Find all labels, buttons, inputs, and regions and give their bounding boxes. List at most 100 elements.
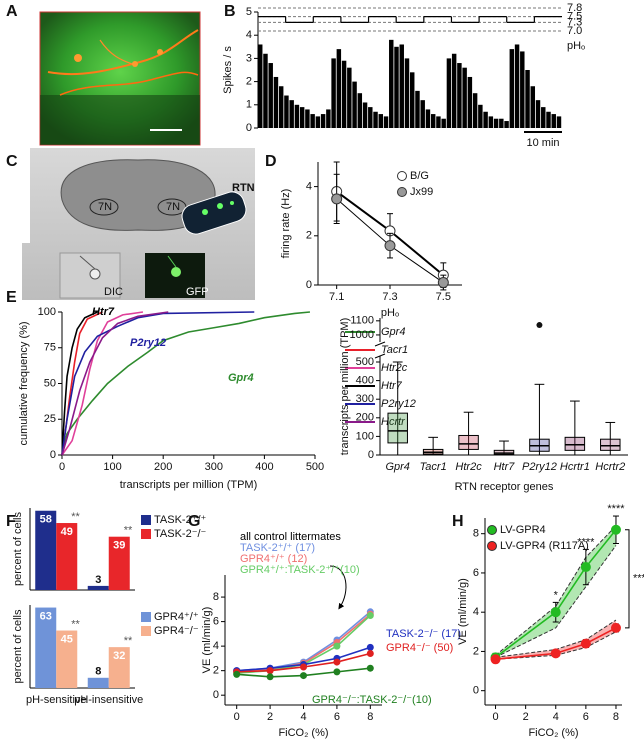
y-axis-label: VE (ml/min/g): [201, 607, 213, 674]
x-tick-label: pH-sensitive: [26, 694, 87, 706]
bar: [383, 116, 389, 128]
bar: [488, 116, 494, 128]
bar-value-label: 8: [95, 666, 101, 678]
x-tick-label: 2: [523, 711, 529, 723]
bar: [410, 72, 415, 128]
x-tick-label: 2: [267, 711, 273, 723]
trace-label: pHₒ: [567, 40, 585, 52]
data-point: [366, 664, 374, 672]
image-a: [39, 11, 201, 146]
bar: [425, 109, 431, 128]
bar: [362, 102, 368, 128]
data-point: [300, 663, 307, 671]
bar: [441, 118, 446, 128]
bar: [305, 109, 310, 128]
y-axis-label: transcripts per million (TPM): [339, 318, 351, 456]
bar: [368, 107, 373, 128]
legend-swatch: [141, 612, 151, 622]
x-tick-label: 6: [334, 711, 340, 723]
data-point: [331, 193, 343, 205]
significance-label: **: [71, 511, 80, 523]
y-tick-label: 3: [246, 52, 252, 64]
legend-label: GPR4⁺/⁺ (12): [240, 553, 307, 565]
x-tick-label: 8: [613, 711, 619, 723]
x-tick-label: Hcrtr1: [560, 461, 590, 473]
y-axis-label: VE (ml/min/g): [457, 578, 469, 645]
bar: [499, 118, 504, 128]
bar: [278, 86, 284, 128]
y-tick-label: 200: [356, 412, 374, 424]
bar: [457, 63, 462, 128]
y-tick-label: 50: [44, 377, 56, 389]
significance-label: **: [124, 525, 133, 537]
x-tick-label: 400: [255, 461, 273, 473]
x-tick-label: 100: [103, 461, 121, 473]
legend-label: GPR4⁻/⁻: [154, 625, 199, 637]
data-point: [333, 642, 341, 650]
data-point: [610, 622, 621, 633]
panel-label: E: [6, 289, 17, 306]
bar: [415, 90, 420, 128]
significance-label: ****: [607, 503, 625, 515]
image-label: 7N: [166, 201, 180, 213]
series-line: [61, 311, 169, 456]
y-axis-label: Spikes / s: [222, 46, 234, 94]
bar: [399, 44, 404, 129]
box: [600, 438, 621, 451]
y-tick-label: 100: [356, 430, 374, 442]
legend-label: GPR4⁺/⁺:TASK-2⁺/⁺(10): [240, 564, 360, 576]
significance-label: **: [124, 635, 133, 647]
series-line: [61, 311, 98, 456]
box: [564, 436, 586, 451]
legend-swatch: [141, 529, 151, 539]
box: [387, 412, 408, 444]
y-tick-label: 2: [246, 76, 252, 88]
bar: [394, 46, 399, 128]
x-tick-label: 4: [300, 711, 306, 723]
bar: [430, 114, 436, 128]
bar: [420, 100, 425, 128]
y2-tick-label: 7.8: [567, 2, 582, 14]
annotation: all control littermates: [240, 531, 341, 543]
image-c: RTN 7N 7N DIC GFP: [22, 148, 255, 300]
image-label: GFP: [186, 286, 209, 298]
x-tick-label: Hcrtr2: [595, 461, 625, 473]
panel-label: G: [188, 513, 200, 530]
x-tick-label: Htr2c: [455, 461, 482, 473]
bar: [378, 114, 384, 128]
data-point: [580, 562, 591, 573]
panel-label: C: [6, 153, 18, 170]
series-line: [61, 311, 255, 456]
x-tick-label: P2ry12: [522, 461, 557, 473]
legend-label: TASK-2⁺/⁺ (17): [240, 542, 315, 554]
bar: [483, 111, 488, 128]
x-tick-label: 300: [205, 461, 223, 473]
x-tick-label: 0: [492, 711, 498, 723]
legend-marker: [397, 171, 407, 181]
bar: [436, 116, 441, 128]
bar: [520, 51, 525, 128]
image-label: 7N: [98, 201, 112, 213]
bar: [326, 109, 331, 128]
data-point: [437, 277, 449, 289]
legend-label: TASK-2⁻/⁻: [154, 528, 207, 540]
bar: [294, 104, 300, 128]
x-tick-label: 8: [367, 711, 373, 723]
x-axis-label: transcripts per million (TPM): [120, 479, 258, 491]
x-axis-label: RTN receptor genes: [455, 481, 554, 493]
y-tick-label: 1: [246, 99, 252, 111]
bar-value-label: 39: [113, 540, 125, 552]
y-tick-label: 1100: [350, 315, 374, 327]
y-tick-label: 1000: [350, 329, 374, 341]
bar: [341, 60, 347, 128]
legend-label: Tacr1: [381, 344, 408, 356]
x-tick-label: 6: [583, 711, 589, 723]
axis-break: [374, 341, 386, 347]
y-axis-label: firing rate (Hz): [280, 189, 292, 259]
bar: [263, 53, 268, 129]
scale-bar-label: 10 min: [526, 137, 559, 149]
y-tick-label: 0: [246, 122, 252, 134]
bar: [373, 111, 378, 128]
x-tick-label: 7.5: [436, 291, 451, 303]
panel-label: H: [452, 513, 464, 530]
